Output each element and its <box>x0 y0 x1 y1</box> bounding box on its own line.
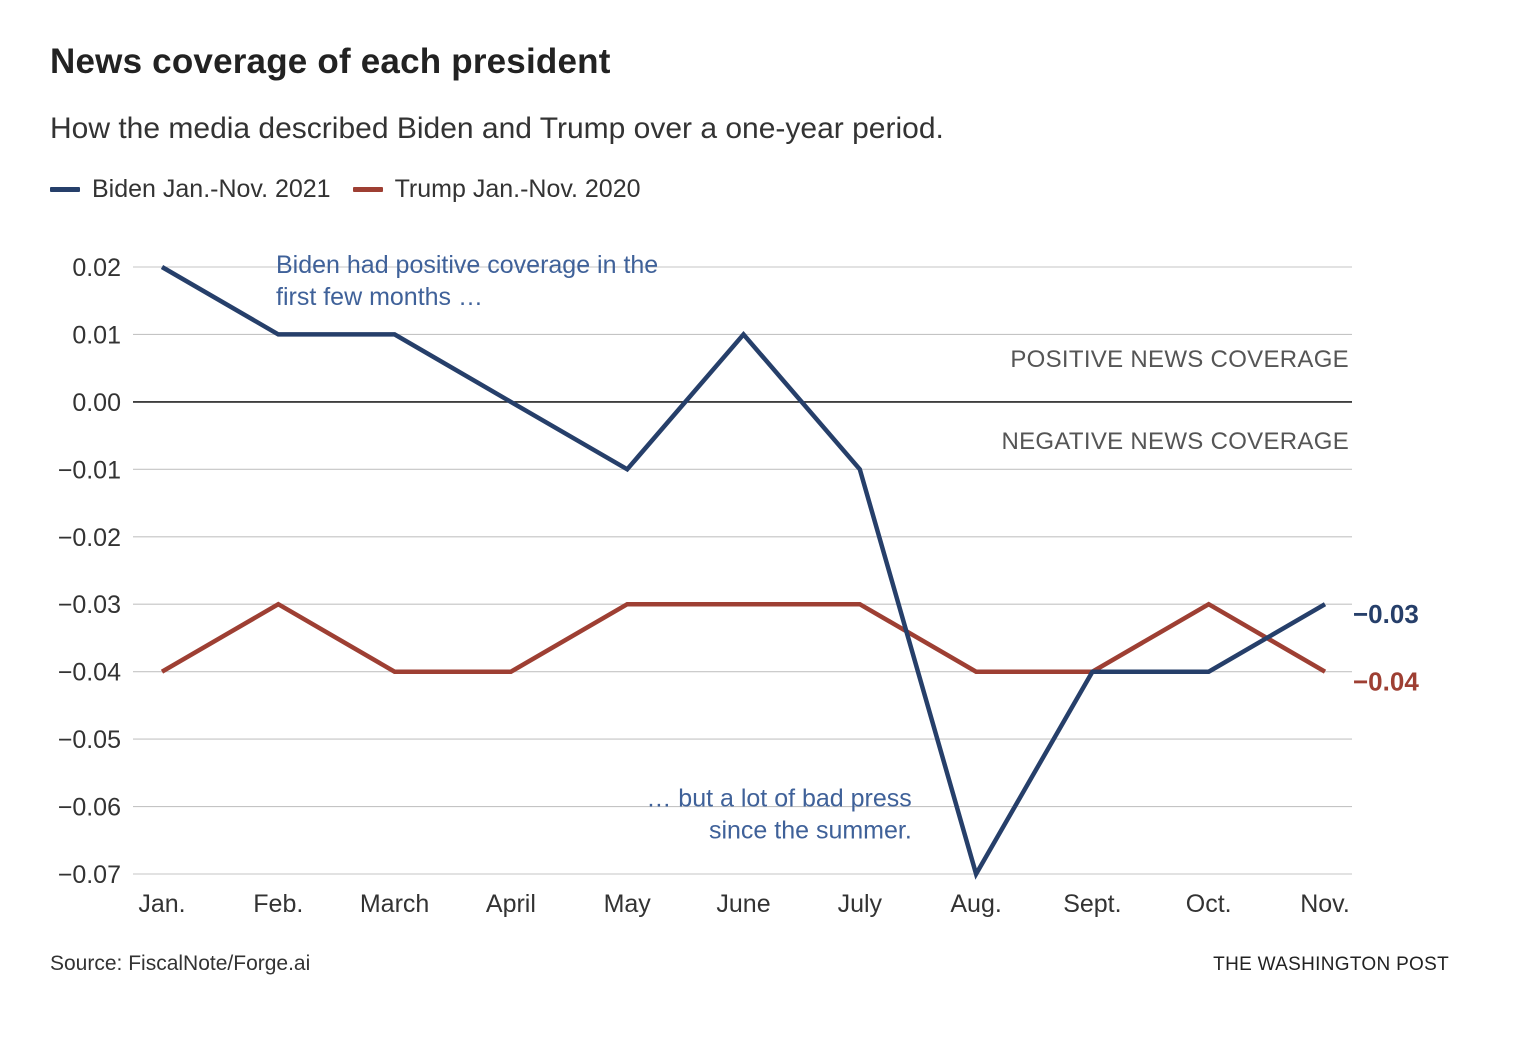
legend-label-biden: Biden Jan.-Nov. 2021 <box>92 175 331 203</box>
positive-coverage-label: POSITIVE NEWS COVERAGE <box>1010 346 1349 373</box>
x-tick-label: March <box>360 890 429 918</box>
x-tick-label: Oct. <box>1186 890 1232 918</box>
y-tick-label: −0.01 <box>58 456 121 484</box>
x-tick-label: Feb. <box>253 890 303 918</box>
legend-item-trump: Trump Jan.-Nov. 2020 <box>352 175 641 204</box>
x-tick-label: June <box>716 890 770 918</box>
y-tick-label: 0.01 <box>72 321 121 349</box>
y-tick-label: −0.04 <box>58 659 121 687</box>
negative-coverage-label: NEGATIVE NEWS COVERAGE <box>1001 428 1349 455</box>
legend-swatch-biden <box>50 187 80 192</box>
source-note: Source: FiscalNote/Forge.ai <box>50 952 311 975</box>
x-tick-label: Aug. <box>950 890 1001 918</box>
end-value-label-trump: −0.04 <box>1353 667 1419 697</box>
annotation-2-line: since the summer. <box>709 817 912 845</box>
y-tick-label: −0.07 <box>58 861 121 889</box>
y-tick-label: 0.00 <box>72 389 121 417</box>
y-tick-label: −0.05 <box>58 726 121 754</box>
y-tick-label: −0.06 <box>58 794 121 822</box>
series-line-trump <box>160 601 1327 674</box>
chart-subtitle: How the media described Biden and Trump … <box>50 112 944 145</box>
series-line-biden <box>160 265 1327 880</box>
y-tick-label: −0.03 <box>58 591 121 619</box>
legend-swatch-trump <box>352 187 383 192</box>
x-tick-label: April <box>486 890 536 918</box>
x-tick-label: July <box>838 890 883 918</box>
y-tick-label: −0.02 <box>58 524 121 552</box>
x-tick-label: Sept. <box>1063 890 1121 918</box>
legend-label-trump: Trump Jan.-Nov. 2020 <box>394 175 641 203</box>
annotation-2-line: … but a lot of bad press <box>646 785 911 813</box>
x-tick-label: Nov. <box>1300 890 1350 918</box>
y-tick-label: 0.02 <box>72 254 121 282</box>
x-tick-label: May <box>604 890 652 918</box>
annotation-1-line: Biden had positive coverage in the <box>276 251 658 279</box>
legend-item-biden: Biden Jan.-Nov. 2021 <box>50 175 331 204</box>
legend: Biden Jan.-Nov. 2021 Trump Jan.-Nov. 202… <box>50 175 663 204</box>
end-value-label-biden: −0.03 <box>1353 599 1419 629</box>
annotation-1-line: first few months … <box>276 283 483 311</box>
publisher-credit: THE WASHINGTON POST <box>1213 954 1449 975</box>
chart-title: News coverage of each president <box>50 42 611 81</box>
x-tick-label: Jan. <box>138 890 185 918</box>
